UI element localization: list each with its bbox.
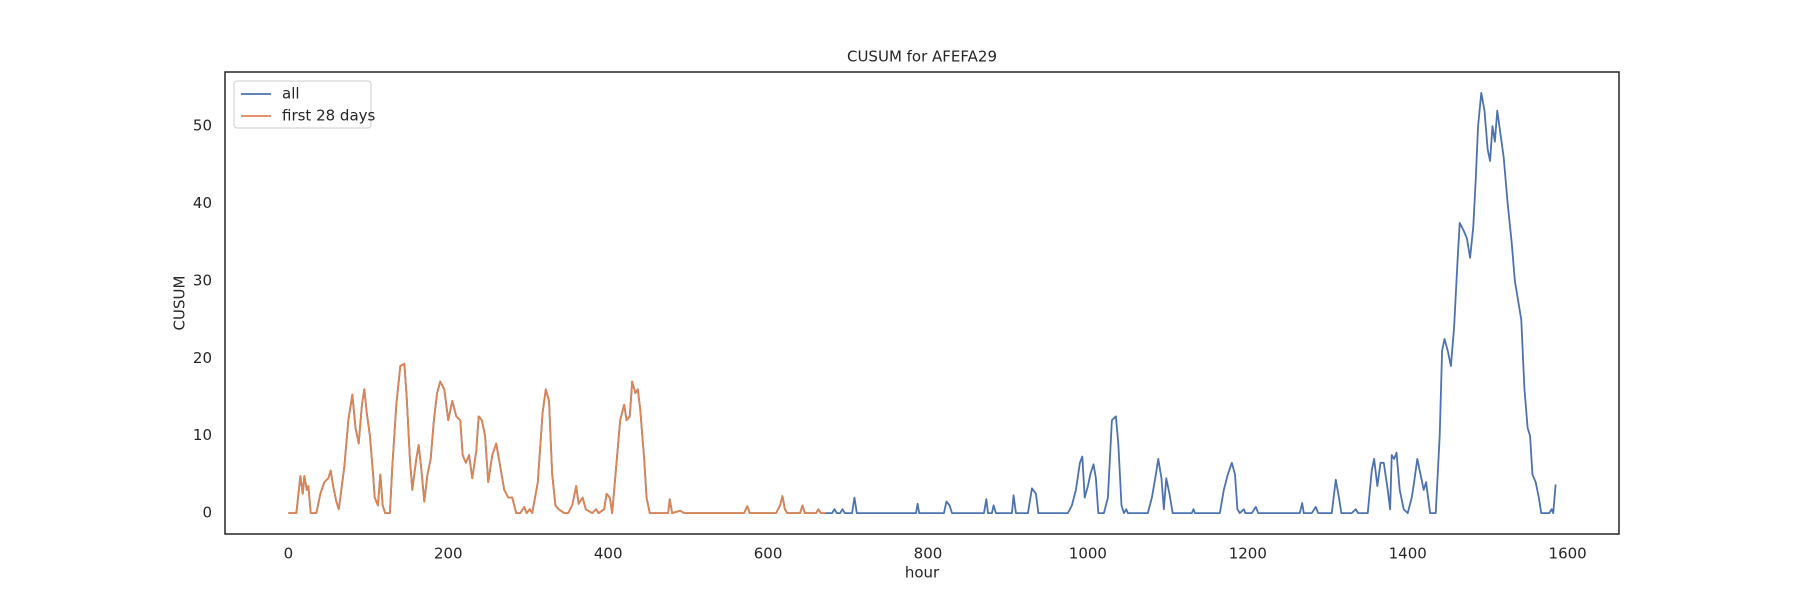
x-tick-label: 1000 [1069,545,1107,563]
x-tick-label: 800 [914,545,943,563]
x-axis-label: hour [905,564,940,582]
x-tick-label: 600 [754,545,783,563]
legend-label: all [282,85,300,103]
legend-label: first 28 days [282,107,376,125]
x-tick-label: 1600 [1549,545,1587,563]
x-tick-label: 0 [284,545,294,563]
x-tick-label: 1400 [1389,545,1427,563]
data-line [288,362,826,515]
x-tick-label: 400 [594,545,623,563]
x-tick-label: 1200 [1229,545,1267,563]
y-tick-label: 40 [193,194,212,212]
plot-frame [224,71,1620,535]
y-tick-label: 30 [193,271,212,289]
legend: all first 28 days [233,80,376,129]
y-tick-label: 10 [193,426,212,444]
y-tick-label: 0 [202,504,212,522]
chart-title: CUSUM for AFEFA29 [847,48,997,66]
y-tick-label: 20 [193,349,212,367]
y-tick-label: 50 [193,117,212,135]
y-axis-label: CUSUM [171,276,189,331]
data-line [288,91,1557,515]
x-tick-label: 200 [434,545,463,563]
